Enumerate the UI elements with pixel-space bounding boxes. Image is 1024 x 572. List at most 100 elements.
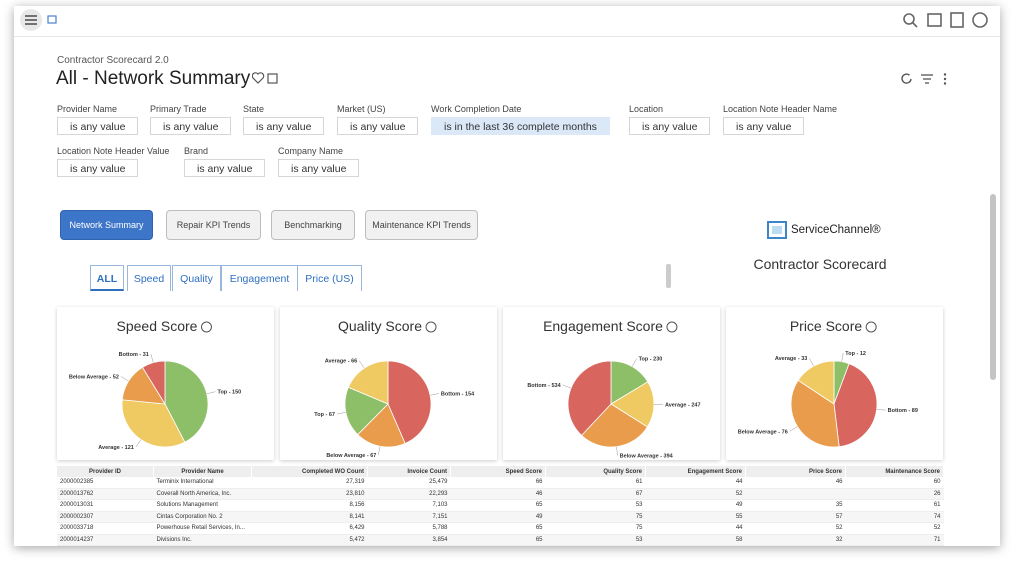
slice-label: Below Average - 67 [326, 453, 376, 459]
pie-slice [164, 360, 209, 443]
tab[interactable]: Engagement [221, 265, 298, 291]
table-cell: 65 [450, 522, 546, 535]
slice-label: Bottom - 154 [441, 391, 475, 397]
label-leader [562, 384, 572, 389]
label-leader [336, 412, 346, 415]
column-header: Invoice Count [367, 466, 451, 477]
chart-title: Speed Score [117, 318, 198, 334]
nav-button[interactable]: Network Summary [60, 210, 153, 240]
column-header: Quality Score [545, 466, 646, 477]
filter-label: Company Name [278, 146, 344, 156]
pie-slice [121, 399, 186, 448]
label-leader [616, 446, 618, 456]
table-cell: Powerhouse Retail Services, In... [153, 522, 252, 535]
logo-mark [767, 221, 787, 239]
table-cell: 7,103 [367, 499, 451, 512]
pie-slice [610, 360, 649, 405]
filter-value[interactable]: is any value [184, 159, 266, 177]
tab-scroll [666, 264, 671, 288]
chart-title: Quality Score [338, 318, 422, 334]
table-cell: 71 [845, 534, 944, 546]
filter-value[interactable]: is any value [150, 117, 232, 135]
account-icon[interactable] [972, 12, 988, 28]
table-row: 2000002385 Terminix International 27,319 25… [57, 477, 944, 489]
slice-label: Below Average - 52 [69, 374, 119, 380]
chart-title: Engagement Score [543, 318, 663, 334]
slice-label: Average - 66 [325, 359, 358, 365]
filter-value[interactable]: is any value [243, 117, 325, 135]
pie-slice [833, 363, 878, 448]
pie-slice [347, 360, 389, 405]
table-cell: 55 [645, 511, 746, 523]
label-leader [841, 352, 844, 362]
label-leader [631, 358, 637, 367]
filter-value[interactable]: is any value [723, 117, 805, 135]
nav-button[interactable]: Repair KPI Trends [166, 210, 261, 240]
board-icon[interactable] [47, 15, 57, 24]
table-cell: 58 [645, 534, 746, 546]
filter-value[interactable]: is any value [57, 117, 139, 135]
favorite-icon[interactable] [252, 72, 265, 84]
column-header: Speed Score [450, 466, 546, 477]
label-leader [135, 439, 142, 448]
table-cell: 5,472 [251, 534, 368, 546]
table-cell: Divisions Inc. [153, 534, 252, 546]
search-icon[interactable] [903, 13, 915, 25]
label-leader [378, 446, 381, 456]
tab[interactable]: Quality [172, 265, 221, 291]
filter-label: Brand [184, 146, 209, 156]
reload-icon[interactable] [901, 73, 912, 84]
column-header: Provider ID [57, 466, 154, 477]
help-icon[interactable] [950, 12, 964, 28]
table-cell: 22,293 [367, 488, 451, 500]
filter-value[interactable]: is in the last 36 complete months [431, 117, 610, 135]
pie-slice [567, 360, 612, 436]
table-cell: 2000002385 [57, 477, 154, 489]
pie-card: Engagement Score Top - 230 Average - 247 Be… [503, 307, 720, 460]
folder-icon[interactable] [267, 73, 278, 84]
page-title: All - Network Summary [56, 68, 251, 89]
table-cell: 32 [745, 534, 846, 546]
info-icon [200, 321, 212, 333]
table-cell: 52 [645, 488, 746, 500]
table-cell: 53 [545, 534, 646, 546]
top-bar [14, 6, 1000, 37]
table-row: 2000033718 Powerhouse Retail Services, In… [57, 522, 944, 535]
logo-text: ServiceChannel® [791, 224, 881, 236]
store-icon[interactable] [927, 13, 942, 27]
table-cell: 2000014237 [57, 534, 154, 546]
table-cell: 66 [450, 477, 546, 489]
app-name: Contractor Scorecard 2.0 [57, 55, 169, 66]
filter-value[interactable]: is any value [337, 117, 419, 135]
filter-value[interactable]: is any value [278, 159, 360, 177]
table-cell: 75 [545, 522, 646, 535]
scrollbar [990, 194, 996, 380]
slice-label: Top - 230 [639, 357, 663, 363]
slice-label: Below Average - 76 [738, 429, 788, 435]
tab[interactable]: ALL [90, 265, 124, 291]
table-cell: 8,141 [251, 511, 368, 523]
toolbar-icons [20, 9, 988, 31]
pie-chart: Quality Score Bottom - 154 Below Average -… [314, 318, 475, 459]
more-icon[interactable] [943, 73, 947, 85]
table-cell: 26 [845, 488, 944, 500]
table-cell: 49 [450, 511, 546, 523]
pie-slice [387, 360, 432, 444]
tab[interactable]: Speed [127, 265, 171, 291]
table-cell: 52 [845, 522, 944, 535]
filter-icon[interactable] [921, 74, 933, 84]
filter-value[interactable]: is any value [629, 117, 711, 135]
table-cell: Terminix International [153, 477, 252, 489]
table-cell: 49 [645, 499, 746, 512]
table-cell: Cintas Corporation No. 2 [153, 511, 252, 523]
nav-button[interactable]: Benchmarking [271, 210, 355, 240]
pie-slice [357, 403, 406, 448]
filter-value[interactable]: is any value [57, 159, 139, 177]
pie-slice [344, 386, 389, 436]
slice-label: Bottom - 89 [888, 408, 918, 414]
nav-button[interactable]: Maintenance KPI Trends [365, 210, 478, 240]
table-cell: 23,810 [251, 488, 368, 500]
dashboard-actions [901, 73, 947, 85]
tab[interactable]: Price (US) [297, 265, 362, 291]
